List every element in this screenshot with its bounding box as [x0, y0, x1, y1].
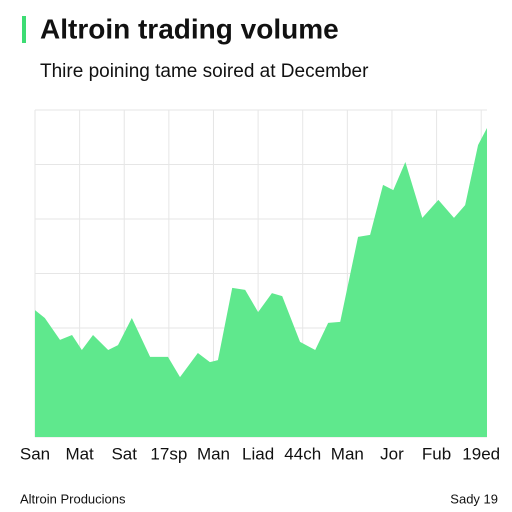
x-tick-label: Sat [111, 444, 137, 463]
x-tick-label: Man [331, 444, 364, 463]
x-tick-label: Fub [422, 444, 451, 463]
footer-left: Altroin Producions [20, 491, 126, 506]
x-tick-label: Mat [65, 444, 94, 463]
x-tick-label: 44ch [284, 444, 321, 463]
title-accent [22, 16, 26, 43]
x-tick-label: 19ed [462, 444, 500, 463]
x-tick-label: Liad [242, 444, 274, 463]
footer-right: Sady 19 [450, 491, 498, 506]
x-tick-label: San [20, 444, 50, 463]
chart-title: Altroin trading volume [40, 13, 339, 44]
x-tick-label: 17sp [150, 444, 187, 463]
x-tick-label: Jor [380, 444, 404, 463]
x-tick-label: Man [197, 444, 230, 463]
area [35, 127, 487, 438]
chart-subtitle: Thire poining tame soired at December [40, 61, 369, 82]
plot-area [35, 127, 487, 438]
x-axis: San Mat Sat 17sp Man Liad 44ch Man Jor Fub 19ed [20, 444, 500, 463]
